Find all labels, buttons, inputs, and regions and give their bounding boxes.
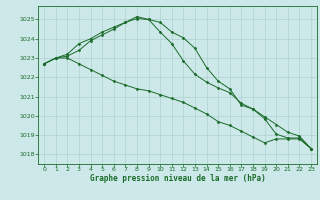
X-axis label: Graphe pression niveau de la mer (hPa): Graphe pression niveau de la mer (hPa) (90, 174, 266, 183)
